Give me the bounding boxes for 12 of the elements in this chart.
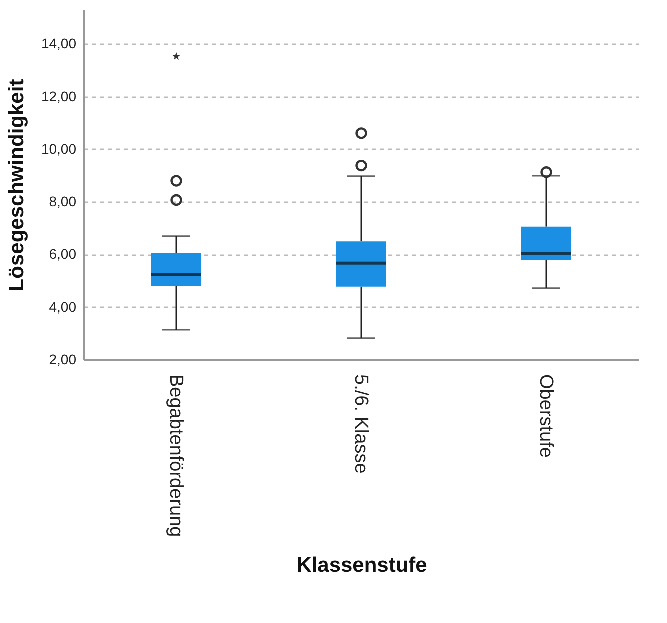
y-tick-label: 6,00 (49, 246, 77, 262)
x-tick-label: 5./6. Klasse (350, 374, 372, 474)
y-tick-label: 8,00 (49, 194, 77, 210)
y-axis-title: Lösegeschwindigkeit (5, 79, 28, 292)
x-tick-label: Oberstufe (536, 374, 556, 458)
y-tick-label: 14,00 (41, 36, 77, 52)
y-tick-label: 10,00 (41, 140, 77, 157)
y-tick-label: 4,00 (49, 298, 77, 315)
x-tick-label: Begabtenförderung (166, 374, 186, 538)
y-tick-label: 12,00 (41, 88, 77, 104)
y-tick-label: 2,00 (49, 352, 77, 368)
x-axis-title: Klassenstufe (296, 554, 428, 578)
